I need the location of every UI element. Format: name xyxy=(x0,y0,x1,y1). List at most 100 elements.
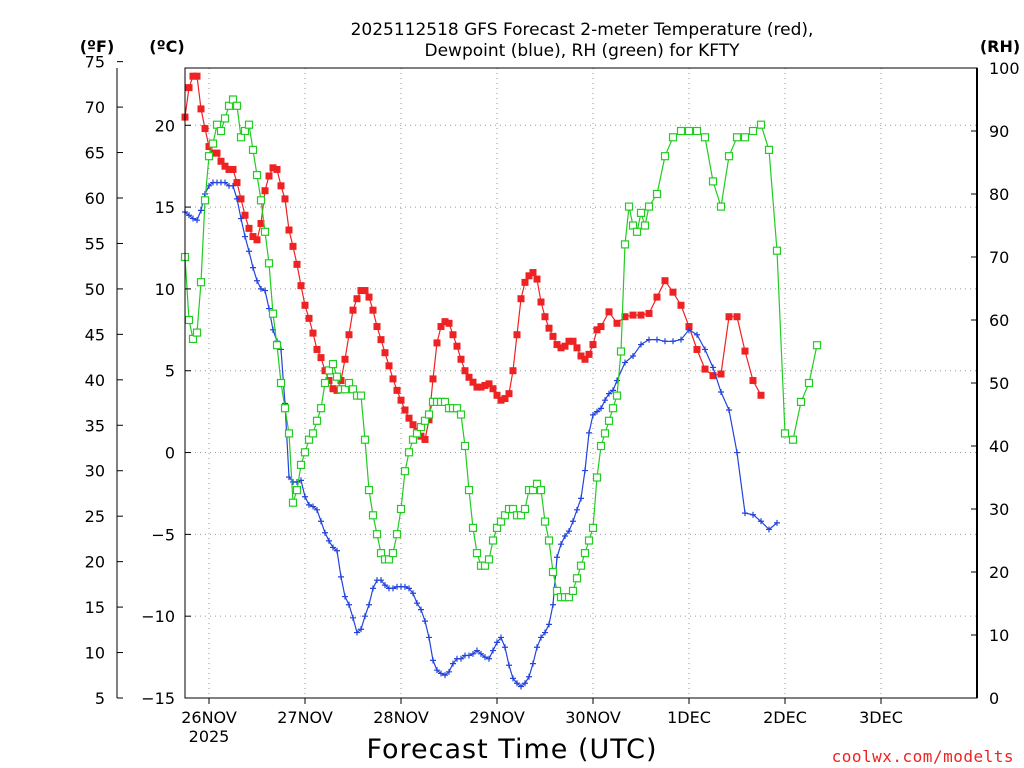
dewpoint-point xyxy=(482,654,488,661)
dewpoint-point xyxy=(422,618,428,625)
rh-point xyxy=(308,429,318,438)
temperature-point xyxy=(353,295,361,303)
dewpoint-point xyxy=(558,541,564,548)
rh-unit-label: (RH) xyxy=(980,37,1020,56)
fahrenheit-tick-label: 45 xyxy=(85,325,105,344)
dewpoint-point xyxy=(206,182,212,189)
dewpoint-point xyxy=(446,668,452,675)
temperature-point xyxy=(501,395,509,403)
temperature-point xyxy=(225,165,233,173)
dewpoint-point xyxy=(250,264,256,271)
rh-tick-label: 0 xyxy=(989,689,999,708)
rh-point xyxy=(576,561,586,570)
temperature-point xyxy=(441,318,449,326)
dewpoint-point xyxy=(314,506,320,513)
rh-point xyxy=(252,171,262,180)
celsius-tick-label: 20 xyxy=(155,116,175,135)
temperature-point xyxy=(481,381,489,389)
rh-point xyxy=(812,341,822,350)
dewpoint-point xyxy=(586,429,592,436)
rh-tick-label: 70 xyxy=(989,248,1009,267)
rh-point xyxy=(652,189,662,199)
temperature-point xyxy=(433,339,441,347)
rh-point xyxy=(260,227,270,236)
dewpoint-point xyxy=(414,600,420,607)
rh-point xyxy=(540,517,550,526)
rh-point xyxy=(764,145,774,154)
temperature-point xyxy=(381,349,389,357)
dewpoint-point xyxy=(638,341,644,348)
dewpoint-point xyxy=(542,629,548,636)
rh-tick-label: 90 xyxy=(989,122,1009,141)
rh-point xyxy=(356,391,366,400)
temperature-point xyxy=(525,272,533,280)
dewpoint-point xyxy=(426,634,432,641)
fahrenheit-tick-label: 35 xyxy=(85,416,105,435)
temperature-point xyxy=(473,383,481,391)
temperature-point xyxy=(613,319,621,327)
rh-point xyxy=(216,126,226,136)
temperature-point xyxy=(401,406,409,414)
dewpoint-point xyxy=(222,179,228,186)
rh-point xyxy=(472,548,482,558)
temperature-point xyxy=(709,372,717,380)
dewpoint-point xyxy=(750,511,756,518)
rh-point xyxy=(372,530,382,539)
dewpoint-point xyxy=(758,518,764,525)
dewpoint-point xyxy=(534,644,540,651)
temperature-point xyxy=(485,380,493,388)
rh-point xyxy=(388,548,398,558)
dewpoint-point xyxy=(334,547,340,554)
dewpoint-point xyxy=(526,673,532,680)
rh-point xyxy=(288,498,298,507)
temperature-point xyxy=(409,421,417,429)
dewpoint-point xyxy=(370,585,376,592)
temperature-point xyxy=(557,344,565,352)
temperature-point xyxy=(493,391,501,399)
temperature-point xyxy=(453,342,461,350)
temperature-point xyxy=(677,301,685,309)
x-tick-sublabel: 2025 xyxy=(189,727,230,746)
temperature-point xyxy=(565,337,573,345)
rh-tick-label: 100 xyxy=(989,59,1020,78)
rh-point xyxy=(548,567,558,577)
rh-point xyxy=(612,391,622,400)
rh-point xyxy=(488,536,498,545)
temperature-point xyxy=(297,282,305,290)
fahrenheit-tick-label: 25 xyxy=(85,507,105,526)
temperature-point xyxy=(369,306,377,314)
rh-point xyxy=(660,152,670,161)
temperature-point xyxy=(669,288,677,296)
dewpoint-point xyxy=(358,626,364,633)
rh-point xyxy=(724,152,734,161)
temperature-point xyxy=(329,385,337,393)
rh-point xyxy=(536,486,546,495)
temperature-point xyxy=(561,342,569,350)
temperature-point xyxy=(513,331,521,339)
dewpoint-point xyxy=(654,336,660,343)
dewpoint-point xyxy=(562,533,568,539)
temperature-point xyxy=(285,226,293,234)
temperature-point xyxy=(349,306,357,314)
temperature-point xyxy=(249,233,257,241)
dewpoint-point xyxy=(410,590,416,597)
dewpoint-point xyxy=(570,518,576,525)
dewpoint-point xyxy=(302,493,308,500)
temperature-point xyxy=(341,355,349,363)
dewpoint-point xyxy=(518,683,524,690)
dewpoint-point xyxy=(318,518,324,525)
dewpoint-point xyxy=(242,233,248,240)
rh-point xyxy=(780,429,790,438)
rh-point xyxy=(312,416,322,425)
temperature-point xyxy=(645,309,653,317)
dewpoint-point xyxy=(474,647,480,654)
rh-tick-label: 80 xyxy=(989,185,1009,204)
rh-point xyxy=(748,126,758,136)
temperature-point xyxy=(541,313,549,321)
dewpoint-point xyxy=(622,359,628,366)
dewpoint-point xyxy=(310,503,316,510)
rh-point xyxy=(600,429,610,438)
dewpoint-point xyxy=(766,526,772,533)
dewpoint-point xyxy=(578,495,584,502)
rh-tick-label: 50 xyxy=(989,374,1009,393)
